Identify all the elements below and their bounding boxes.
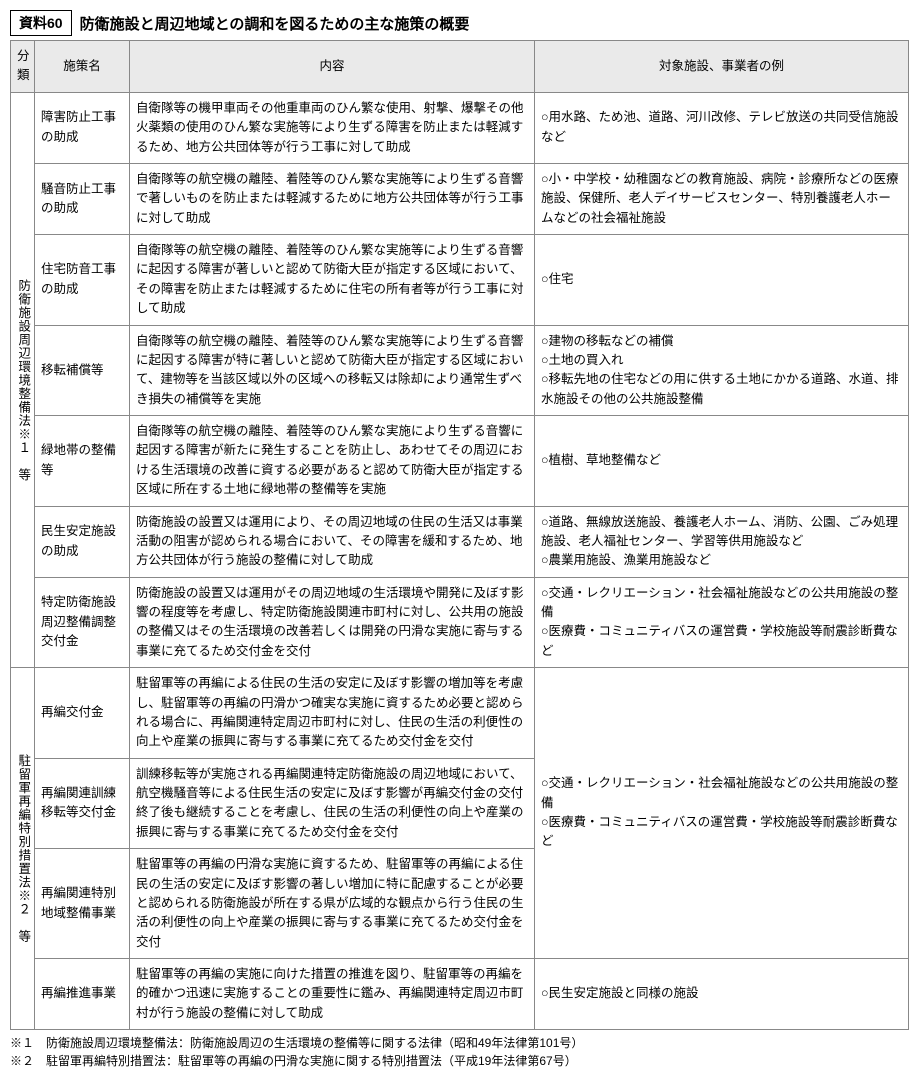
policy-content: 駐留軍等の再編による住民の生活の安定に及ぼす影響の増加等を考慮し、駐留軍等の再編…: [130, 668, 535, 759]
policy-example: ○交通・レクリエーション・社会福祉施設などの公共用施設の整備○医療費・コミュニテ…: [535, 668, 909, 959]
table-row: 住宅防音工事の助成 自衛隊等の航空機の離陸、着陸等のひん繁な実施等により生ずる音…: [11, 235, 909, 326]
document-label: 資料60: [10, 10, 72, 36]
policy-example: ○交通・レクリエーション・社会福祉施設などの公共用施設の整備○医療費・コミュニテ…: [535, 577, 909, 668]
policy-content: 自衛隊等の機甲車両その他重車両のひん繁な使用、射撃、爆撃その他火薬類の使用のひん…: [130, 92, 535, 163]
category-cell: 駐留軍再編特別措置法※２ 等: [11, 668, 35, 1030]
policy-content: 自衛隊等の航空機の離陸、着陸等のひん繁な実施等により生ずる音響に起因する障害が著…: [130, 235, 535, 326]
table-row: 再編推進事業 駐留軍等の再編の実施に向けた措置の推進を図り、駐留軍等の再編を的確…: [11, 959, 909, 1030]
policy-example: ○建物の移転などの補償○土地の買入れ○移転先地の住宅などの用に供する土地にかかる…: [535, 325, 909, 416]
policy-name: 再編関連特別地域整備事業: [35, 849, 130, 959]
footnotes: ※１ 防衛施設周辺環境整備法：防衛施設周辺の生活環境の整備等に関する法律（昭和4…: [10, 1034, 909, 1070]
policy-example: ○民生安定施設と同様の施設: [535, 959, 909, 1030]
policy-name: 移転補償等: [35, 325, 130, 416]
policy-example: ○小・中学校・幼稚園などの教育施設、病院・診療所などの医療施設、保健所、老人デイ…: [535, 163, 909, 234]
policy-example: ○道路、無線放送施設、養護老人ホーム、消防、公園、ごみ処理施設、老人福祉センター…: [535, 506, 909, 577]
policy-name: 特定防衛施設周辺整備調整交付金: [35, 577, 130, 668]
table-row: 駐留軍再編特別措置法※２ 等 再編交付金 駐留軍等の再編による住民の生活の安定に…: [11, 668, 909, 759]
policy-example: ○用水路、ため池、道路、河川改修、テレビ放送の共同受信施設など: [535, 92, 909, 163]
policy-name: 緑地帯の整備等: [35, 416, 130, 507]
policy-content: 防衛施設の設置又は運用がその周辺地域の生活環境や開発に及ぼす影響の程度等を考慮し…: [130, 577, 535, 668]
policy-content: 訓練移転等が実施される再編関連特定防衛施設の周辺地域において、航空機騒音等による…: [130, 758, 535, 849]
policy-content: 防衛施設の設置又は運用により、その周辺地域の住民の生活又は事業活動の阻害が認めら…: [130, 506, 535, 577]
table-row: 民生安定施設の助成 防衛施設の設置又は運用により、その周辺地域の住民の生活又は事…: [11, 506, 909, 577]
policy-content: 自衛隊等の航空機の離陸、着陸等のひん繁な実施等により生ずる音響で著しいものを防止…: [130, 163, 535, 234]
policy-table: 分類 施策名 内容 対象施設、事業者の例 防衛施設周辺環境整備法※１ 等 障害防…: [10, 40, 909, 1030]
document-header: 資料60 防衛施設と周辺地域との調和を図るための主な施策の概要: [10, 10, 909, 36]
policy-name: 騒音防止工事の助成: [35, 163, 130, 234]
table-row: 移転補償等 自衛隊等の航空機の離陸、着陸等のひん繁な実施等により生ずる音響に起因…: [11, 325, 909, 416]
col-header-content: 内容: [130, 41, 535, 93]
footnote-1: ※１ 防衛施設周辺環境整備法：防衛施設周辺の生活環境の整備等に関する法律（昭和4…: [10, 1034, 909, 1052]
table-row: 緑地帯の整備等 自衛隊等の航空機の離陸、着陸等のひん繁な実施により生ずる音響に起…: [11, 416, 909, 507]
policy-name: 再編関連訓練移転等交付金: [35, 758, 130, 849]
footnote-2: ※２ 駐留軍再編特別措置法：駐留軍等の再編の円滑な実施に関する特別措置法（平成1…: [10, 1052, 909, 1070]
col-header-category: 分類: [11, 41, 35, 93]
table-row: 特定防衛施設周辺整備調整交付金 防衛施設の設置又は運用がその周辺地域の生活環境や…: [11, 577, 909, 668]
document-title: 防衛施設と周辺地域との調和を図るための主な施策の概要: [80, 13, 470, 34]
policy-example: ○植樹、草地整備など: [535, 416, 909, 507]
table-header-row: 分類 施策名 内容 対象施設、事業者の例: [11, 41, 909, 93]
table-row: 防衛施設周辺環境整備法※１ 等 障害防止工事の助成 自衛隊等の機甲車両その他重車…: [11, 92, 909, 163]
col-header-name: 施策名: [35, 41, 130, 93]
category-cell: 防衛施設周辺環境整備法※１ 等: [11, 92, 35, 667]
policy-name: 再編推進事業: [35, 959, 130, 1030]
policy-content: 駐留軍等の再編の円滑な実施に資するため、駐留軍等の再編による住民の生活の安定に及…: [130, 849, 535, 959]
policy-name: 住宅防音工事の助成: [35, 235, 130, 326]
policy-name: 再編交付金: [35, 668, 130, 759]
col-header-example: 対象施設、事業者の例: [535, 41, 909, 93]
policy-content: 自衛隊等の航空機の離陸、着陸等のひん繁な実施等により生ずる音響に起因する障害が特…: [130, 325, 535, 416]
policy-name: 民生安定施設の助成: [35, 506, 130, 577]
table-row: 騒音防止工事の助成 自衛隊等の航空機の離陸、着陸等のひん繁な実施等により生ずる音…: [11, 163, 909, 234]
policy-example: ○住宅: [535, 235, 909, 326]
policy-name: 障害防止工事の助成: [35, 92, 130, 163]
policy-content: 自衛隊等の航空機の離陸、着陸等のひん繁な実施により生ずる音響に起因する障害が新た…: [130, 416, 535, 507]
policy-content: 駐留軍等の再編の実施に向けた措置の推進を図り、駐留軍等の再編を的確かつ迅速に実施…: [130, 959, 535, 1030]
